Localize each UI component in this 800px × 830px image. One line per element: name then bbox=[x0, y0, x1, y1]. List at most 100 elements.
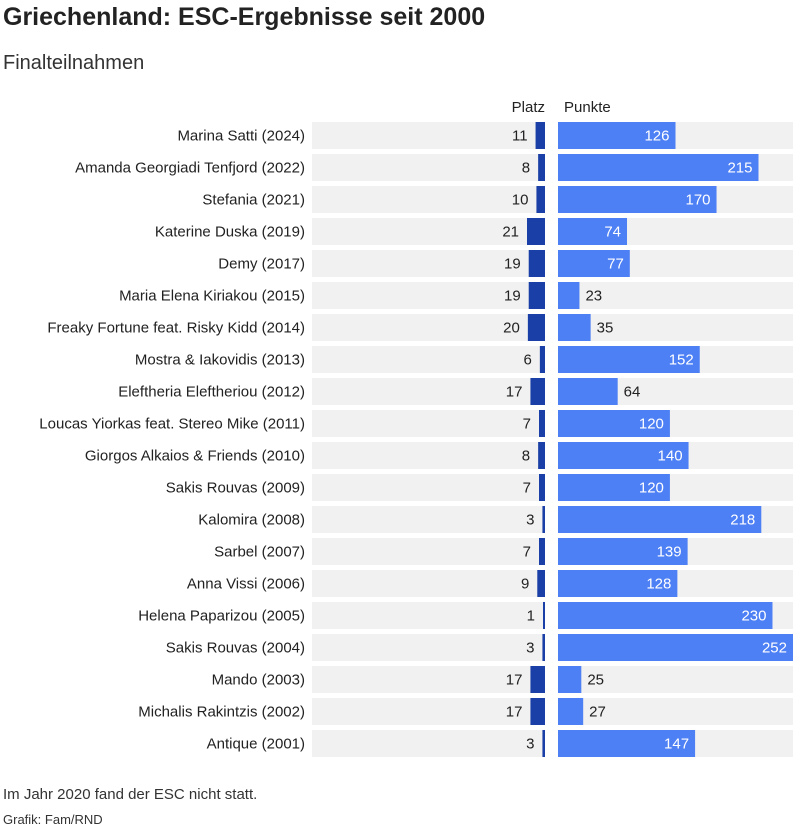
chart-subtitle: Finalteilnahmen bbox=[3, 52, 145, 74]
punkte-value-label: 64 bbox=[624, 384, 641, 401]
punkte-track bbox=[558, 314, 793, 341]
category-labels: Marina Satti (2024) Amanda Georgiadi Tenf… bbox=[39, 128, 305, 753]
bar-tracks bbox=[312, 122, 793, 757]
punkte-value-label: 140 bbox=[658, 448, 683, 465]
platz-value-label: 17 bbox=[506, 672, 523, 689]
platz-bar bbox=[530, 666, 545, 693]
platz-bar bbox=[543, 602, 545, 629]
header-punkte: Punkte bbox=[564, 99, 611, 116]
punkte-bar bbox=[558, 474, 670, 501]
category-label: Sarbel (2007) bbox=[214, 544, 305, 561]
platz-value-label: 6 bbox=[524, 352, 532, 369]
category-label: Demy (2017) bbox=[218, 256, 305, 273]
punkte-value-label: 27 bbox=[589, 704, 606, 721]
platz-track bbox=[312, 218, 545, 245]
punkte-track bbox=[558, 282, 793, 309]
platz-value-label: 8 bbox=[522, 448, 530, 465]
punkte-value-label: 139 bbox=[657, 544, 682, 561]
punkte-value-label: 126 bbox=[644, 128, 669, 145]
platz-track bbox=[312, 314, 545, 341]
punkte-bar bbox=[558, 602, 773, 629]
category-label: Katerine Duska (2019) bbox=[155, 224, 305, 241]
platz-value-label: 3 bbox=[526, 512, 534, 529]
category-label: Michalis Rakintzis (2002) bbox=[138, 704, 305, 721]
column-headers: Platz Punkte bbox=[512, 99, 611, 116]
platz-track bbox=[312, 186, 545, 213]
category-label: Loucas Yiorkas feat. Stereo Mike (2011) bbox=[39, 416, 305, 433]
platz-value-label: 11 bbox=[512, 128, 528, 145]
platz-value-label: 21 bbox=[502, 224, 519, 241]
platz-track bbox=[312, 346, 545, 373]
platz-bar bbox=[542, 730, 545, 757]
punkte-value-label: 74 bbox=[604, 224, 621, 241]
punkte-track bbox=[558, 666, 793, 693]
platz-bar bbox=[527, 314, 545, 341]
platz-track bbox=[312, 730, 545, 757]
header-platz: Platz bbox=[512, 99, 545, 116]
platz-track bbox=[312, 602, 545, 629]
platz-track bbox=[312, 282, 545, 309]
punkte-bars: 126 215 170 74 77 23 35 152 64 120 140 120 218 139 128… bbox=[558, 122, 793, 757]
category-label: Anna Vissi (2006) bbox=[187, 576, 305, 593]
punkte-value-label: 230 bbox=[741, 608, 766, 625]
punkte-value-label: 23 bbox=[585, 288, 602, 305]
punkte-bar bbox=[558, 698, 584, 725]
punkte-bar bbox=[558, 730, 696, 757]
platz-value-label: 1 bbox=[527, 608, 535, 625]
platz-track bbox=[312, 538, 545, 565]
punkte-bar bbox=[558, 442, 689, 469]
category-label: Eleftheria Eleftheriou (2012) bbox=[118, 384, 305, 401]
punkte-value-label: 25 bbox=[587, 672, 604, 689]
punkte-bar bbox=[558, 506, 762, 533]
platz-bar bbox=[539, 474, 545, 501]
platz-bar bbox=[537, 570, 545, 597]
platz-value-label: 3 bbox=[526, 640, 534, 657]
category-label: Sakis Rouvas (2004) bbox=[166, 640, 305, 657]
platz-value-label: 19 bbox=[504, 256, 521, 273]
category-label: Stefania (2021) bbox=[202, 192, 305, 209]
category-label: Helena Paparizou (2005) bbox=[138, 608, 305, 625]
platz-track bbox=[312, 506, 545, 533]
punkte-value-label: 120 bbox=[639, 416, 664, 433]
category-label: Marina Satti (2024) bbox=[177, 128, 305, 145]
punkte-value-label: 170 bbox=[686, 192, 711, 209]
platz-track bbox=[312, 250, 545, 277]
source-credit: Grafik: Fam/RND bbox=[3, 812, 103, 827]
platz-bar bbox=[542, 506, 545, 533]
footnote: Im Jahr 2020 fand der ESC nicht statt. bbox=[3, 786, 258, 803]
punkte-bar bbox=[558, 218, 628, 245]
platz-bar bbox=[539, 346, 545, 373]
category-label: Amanda Georgiadi Tenfjord (2022) bbox=[75, 160, 305, 177]
platz-value-label: 7 bbox=[523, 480, 531, 497]
punkte-value-label: 218 bbox=[730, 512, 755, 529]
punkte-bar bbox=[558, 378, 618, 405]
category-label: Maria Elena Kiriakou (2015) bbox=[119, 288, 305, 305]
punkte-track bbox=[558, 698, 793, 725]
platz-track bbox=[312, 122, 545, 149]
punkte-bar bbox=[558, 122, 676, 149]
platz-value-label: 9 bbox=[521, 576, 529, 593]
platz-bar bbox=[527, 218, 545, 245]
platz-value-label: 19 bbox=[504, 288, 521, 305]
chart-title: Griechenland: ESC-Ergebnisse seit 2000 bbox=[3, 3, 486, 31]
platz-value-label: 7 bbox=[523, 416, 531, 433]
punkte-value-label: 35 bbox=[597, 320, 614, 337]
category-label: Antique (2001) bbox=[207, 736, 305, 753]
platz-track bbox=[312, 474, 545, 501]
punkte-value-label: 215 bbox=[727, 160, 752, 177]
platz-bar bbox=[538, 442, 545, 469]
punkte-bar bbox=[558, 666, 582, 693]
platz-bar bbox=[539, 410, 545, 437]
category-label: Mando (2003) bbox=[212, 672, 305, 689]
platz-value-label: 8 bbox=[522, 160, 530, 177]
punkte-value-label: 77 bbox=[607, 256, 624, 273]
platz-value-label: 17 bbox=[506, 384, 523, 401]
platz-bar bbox=[530, 698, 545, 725]
punkte-value-label: 128 bbox=[646, 576, 671, 593]
punkte-bar bbox=[558, 186, 717, 213]
punkte-bar bbox=[558, 314, 591, 341]
punkte-bar bbox=[558, 410, 670, 437]
punkte-value-label: 120 bbox=[639, 480, 664, 497]
platz-track bbox=[312, 410, 545, 437]
platz-track bbox=[312, 666, 545, 693]
